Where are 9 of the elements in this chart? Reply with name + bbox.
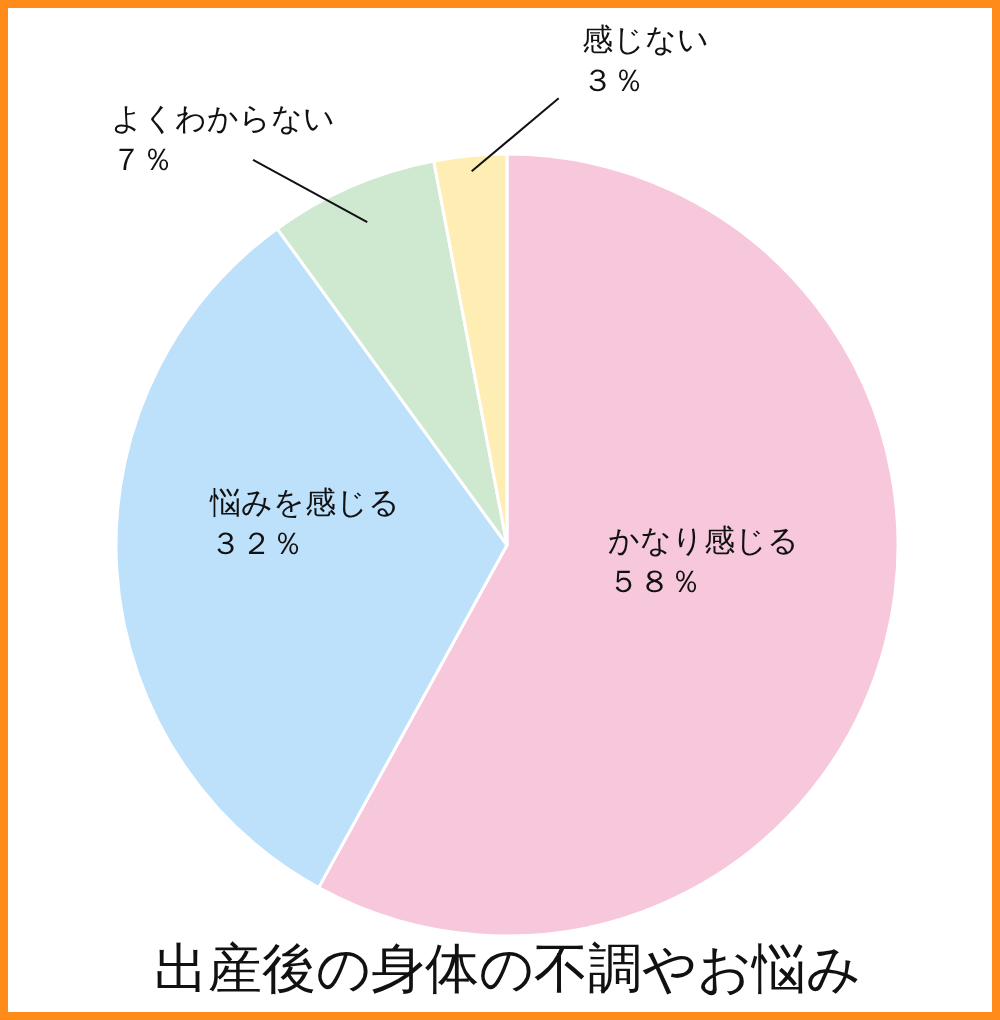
data-label: ５８％ [608,563,702,600]
text: 出産後の身体の不調やお悩み [153,936,861,1000]
slice-label: 悩みを感じる [208,484,400,521]
data-label: ７％ [111,140,174,177]
slice-label: かなり感じる [608,522,800,559]
slice-label: よくわからない [111,99,336,136]
data-label: ３％ [581,62,644,99]
slice-label: 感じない [581,21,709,58]
data-label: ３２％ [209,525,303,562]
